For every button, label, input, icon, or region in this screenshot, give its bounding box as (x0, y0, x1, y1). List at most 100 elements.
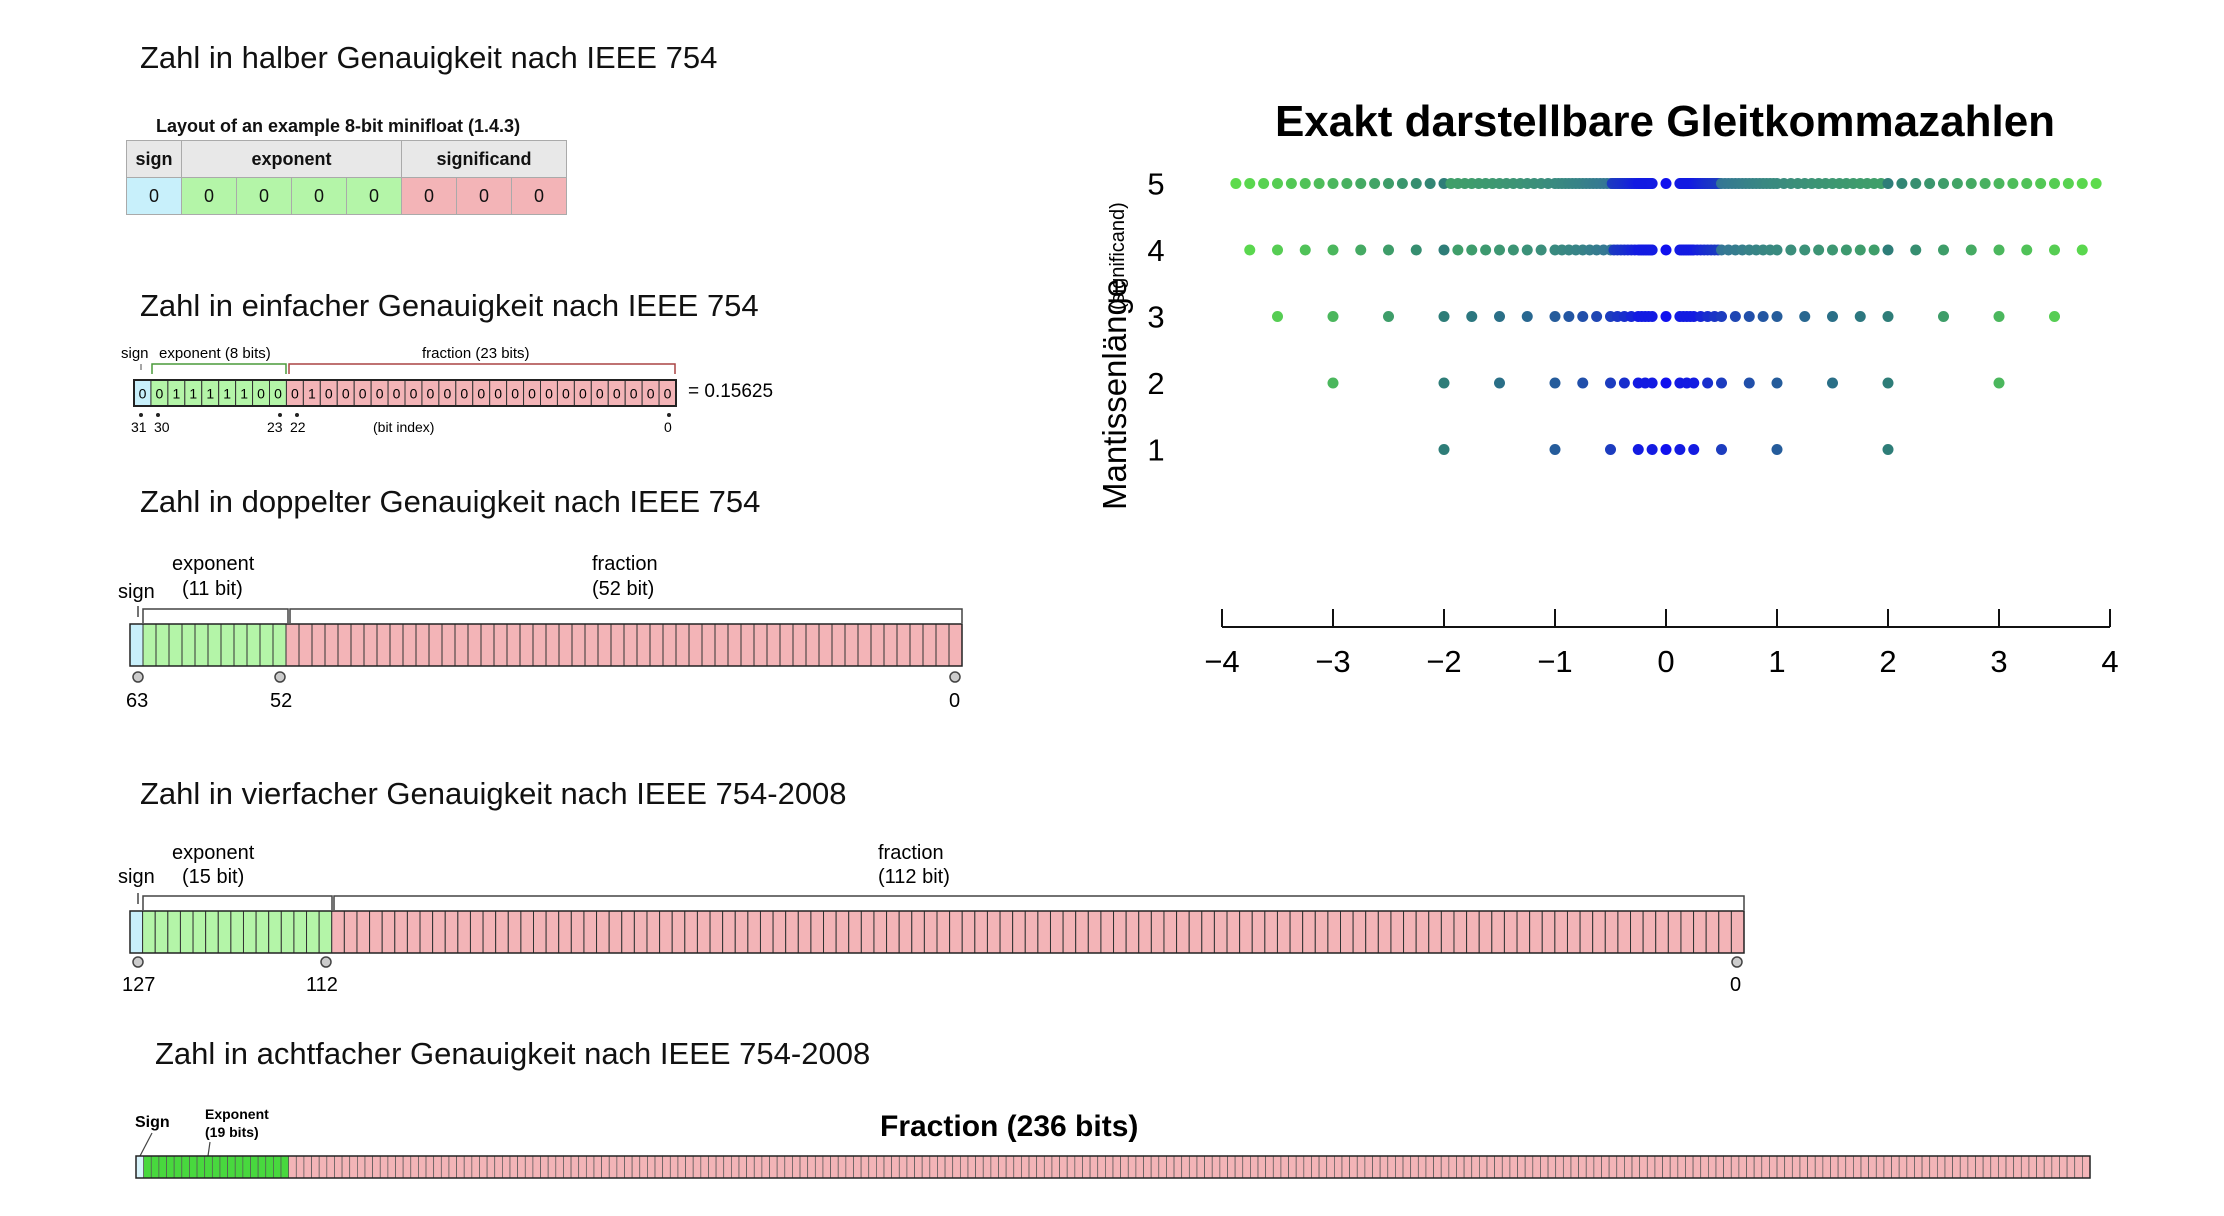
chart-point (1618, 377, 1630, 389)
bit-cell (597, 623, 612, 667)
bit-cell (779, 623, 794, 667)
bit-cell (639, 1155, 648, 1179)
bit-cell (701, 623, 716, 667)
bit-cell (1251, 910, 1266, 954)
chart-x-tick-label: −2 (1426, 644, 1461, 679)
bit-cell (631, 1155, 641, 1179)
bit-cell (1642, 910, 1657, 954)
bit-cell (1059, 1155, 1068, 1179)
bit-value: 0 (376, 386, 384, 402)
bit-cell (343, 910, 358, 954)
bit-cell (708, 1155, 717, 1179)
bit-cell (986, 910, 1001, 954)
bit-cell (2020, 1155, 2030, 1179)
chart-point (1729, 311, 1741, 322)
chart-point (1494, 244, 1505, 256)
bit-cell (194, 623, 209, 667)
bit-cell (1352, 910, 1367, 954)
bit-cell (1390, 910, 1405, 954)
bit-cell (944, 1155, 954, 1179)
double-exponent-label: exponent (172, 553, 255, 575)
bit-cell (143, 1155, 152, 1179)
chart-point (1993, 244, 2005, 256)
octuple-exponent-size: (19 bits) (205, 1124, 259, 1140)
bit-cell (406, 910, 421, 954)
bit-cell (331, 910, 345, 954)
quad-precision-title: Zahl in vierfacher Genauigkeit nach IEEE… (140, 776, 847, 811)
bit-cell (738, 1155, 747, 1179)
chart-point (1882, 444, 1894, 455)
bit-cell (860, 910, 875, 954)
chart-point (2076, 244, 2088, 256)
chart-x-tick-label: 4 (2101, 644, 2118, 679)
chart-point (1285, 178, 1297, 189)
chart-point (2007, 178, 2019, 189)
bit-cell (293, 910, 308, 954)
double-sign-label: sign (118, 581, 155, 603)
bit-cell (1138, 910, 1152, 954)
bit-cell (1037, 910, 1051, 954)
bit-cell (369, 910, 383, 954)
bit-cell (1250, 1155, 1259, 1179)
bit-cell (1227, 1155, 1236, 1179)
bit-cell (810, 910, 825, 954)
bit-cell (761, 1155, 770, 1179)
bit-cell (1013, 1155, 1022, 1179)
bit-cell (1403, 910, 1417, 954)
minifloat-caption: Layout of an example 8-bit minifloat (1.… (156, 116, 521, 136)
chart-points (1230, 178, 2102, 455)
chart-point (2021, 244, 2033, 256)
bit-cell (1982, 1155, 1992, 1179)
double-precision-diagram: exponent (11 bit) fraction (52 bit) sign… (118, 553, 963, 712)
bit-cell (1616, 1155, 1625, 1179)
bit-cell (1769, 1155, 1778, 1179)
bit-cell (1491, 910, 1505, 954)
bit-cell (1377, 910, 1392, 954)
bit-cell (179, 910, 194, 954)
bit-cell (558, 910, 572, 954)
chart-point (1494, 377, 1505, 389)
chart-point (1771, 244, 1783, 256)
minifloat-bit: 0 (236, 177, 292, 215)
bit-cell (234, 1155, 244, 1179)
bit-cell (1112, 1155, 1121, 1179)
single-idx-30: 30 (154, 419, 170, 435)
bit-cell (1554, 910, 1568, 954)
bit-cell (1791, 1155, 1801, 1179)
chart-point (1521, 311, 1533, 322)
bit-cell (1547, 1155, 1557, 1179)
bit-cell (1990, 1155, 1999, 1179)
bit-cell (830, 1155, 839, 1179)
bit-cell (1921, 1155, 1931, 1179)
bit-cell (1601, 1155, 1610, 1179)
bit-cell (285, 623, 300, 667)
chart-point (1896, 178, 1908, 189)
bit-cell (1265, 1155, 1274, 1179)
chart-x-axis: −4 −3 −2 −1 0 1 2 3 4 (1204, 609, 2119, 679)
bit-cell (2005, 1155, 2015, 1179)
bit-cell (822, 1155, 831, 1179)
bit-value: 1 (308, 386, 316, 402)
bit-cell (402, 1155, 412, 1179)
bit-cell (1555, 1155, 1564, 1179)
bit-cell (1264, 910, 1278, 954)
bit-cell (1807, 1155, 1816, 1179)
bit-cell (684, 910, 698, 954)
bit-cell (1693, 910, 1707, 954)
bit-cell (205, 910, 219, 954)
chart-x-tick-label: 2 (1879, 644, 1896, 679)
bit-cell (324, 623, 339, 667)
bit-value: 0 (647, 386, 655, 402)
bit-cell (379, 1155, 389, 1179)
minifloat-bit: 0 (456, 177, 512, 215)
bit-cell (1952, 1155, 1961, 1179)
bit-cell (173, 1155, 183, 1179)
bit-cell (1125, 910, 1140, 954)
bit-cell (1415, 910, 1430, 954)
bit-cell (1234, 1155, 1244, 1179)
bit-cell (646, 910, 661, 954)
bit-cell (230, 910, 244, 954)
minifloat-table: sign exponent significand 0 0 0 0 0 0 0 … (126, 140, 567, 215)
chart-point (1882, 244, 1894, 256)
chart-point (1965, 178, 1977, 189)
